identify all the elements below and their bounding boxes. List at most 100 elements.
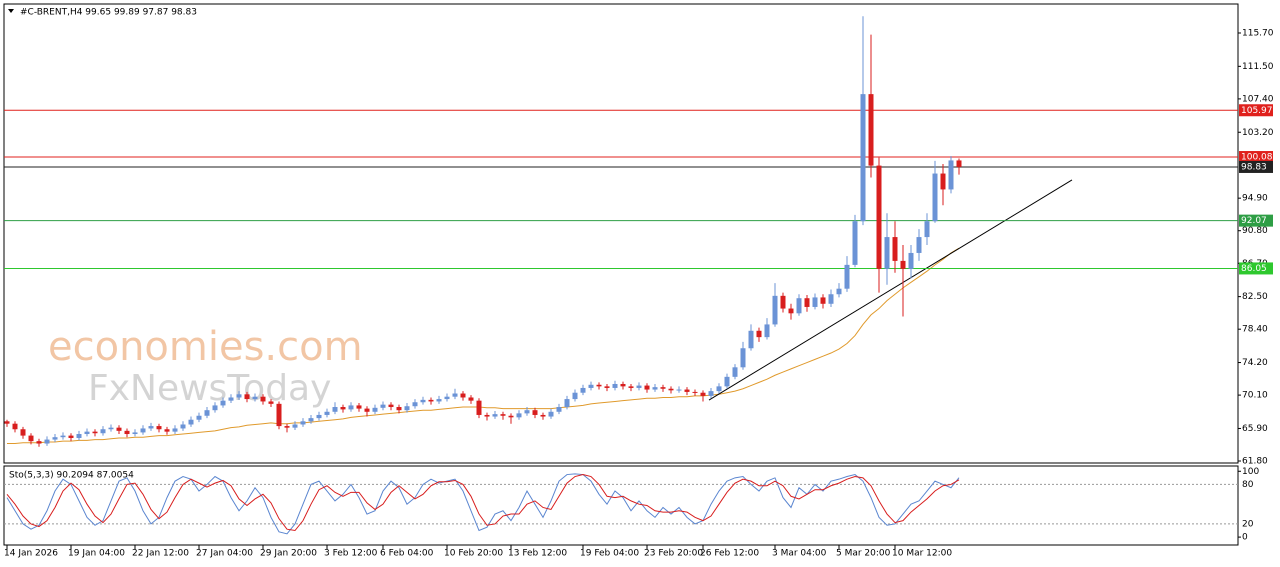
trendline bbox=[708, 179, 1073, 401]
watermark: economies.com bbox=[48, 324, 363, 370]
candle-body bbox=[268, 401, 274, 404]
level-label: 86.05 bbox=[1241, 264, 1267, 274]
candle-body bbox=[396, 407, 402, 411]
y-tick-label: 70.10 bbox=[1242, 391, 1268, 401]
y-tick-label: 103.20 bbox=[1242, 128, 1274, 138]
menu-arrow[interactable] bbox=[8, 9, 14, 13]
candle-body bbox=[572, 392, 578, 400]
x-tick-label: 3 Feb 12:00 bbox=[324, 549, 378, 559]
candle-body bbox=[300, 421, 306, 425]
y-tick-label: 65.90 bbox=[1242, 424, 1268, 434]
y-tick-label: 82.50 bbox=[1242, 292, 1268, 302]
candle-body bbox=[68, 435, 74, 438]
candle-body bbox=[108, 427, 114, 430]
candle-body bbox=[316, 414, 322, 419]
candle-body bbox=[708, 391, 714, 396]
y-tick-label: 74.20 bbox=[1242, 358, 1268, 368]
candle-body bbox=[28, 435, 34, 442]
candle-body bbox=[36, 441, 42, 444]
candle-body bbox=[652, 387, 658, 390]
candle-body bbox=[556, 407, 562, 412]
candle-body bbox=[468, 397, 474, 401]
sub-y-tick-label: 80 bbox=[1242, 480, 1254, 490]
candle-body bbox=[172, 428, 178, 432]
candle-body bbox=[628, 386, 634, 388]
candle-body bbox=[940, 173, 946, 190]
sub-y-tick-label: 20 bbox=[1242, 519, 1254, 529]
candle-body bbox=[92, 431, 98, 434]
main-frame bbox=[3, 3, 1239, 464]
candle-body bbox=[700, 392, 706, 396]
candle-body bbox=[676, 389, 682, 391]
candle-body bbox=[372, 407, 378, 412]
candle-body bbox=[884, 237, 890, 269]
candle-body bbox=[860, 94, 866, 222]
x-tick-label: 29 Jan 20:00 bbox=[260, 549, 317, 559]
candle-body bbox=[508, 415, 514, 418]
candle-body bbox=[892, 237, 898, 261]
y-tick-label: 94.90 bbox=[1242, 194, 1268, 204]
x-tick-label: 6 Feb 04:00 bbox=[380, 549, 434, 559]
candle-body bbox=[668, 388, 674, 391]
candle-body bbox=[452, 393, 458, 397]
x-tick-label: 10 Mar 12:00 bbox=[892, 549, 952, 559]
sub-y-tick-label: 100 bbox=[1242, 467, 1259, 477]
candle-body bbox=[388, 404, 394, 408]
candle-body bbox=[612, 383, 618, 388]
candle-body bbox=[4, 421, 10, 424]
candle-body bbox=[380, 404, 386, 408]
candle-body bbox=[364, 408, 370, 412]
candle-body bbox=[916, 237, 922, 253]
candle-body bbox=[812, 297, 818, 307]
y-tick-label: 111.50 bbox=[1242, 62, 1274, 72]
level-label: 105.97 bbox=[1241, 106, 1273, 116]
candle-body bbox=[596, 384, 602, 387]
candle-body bbox=[684, 389, 690, 392]
candle-body bbox=[284, 426, 290, 428]
candle-body bbox=[244, 394, 250, 400]
indicator-title: Sto(5,3,3) 90.2094 87.0054 bbox=[9, 471, 134, 481]
candle-body bbox=[428, 399, 434, 402]
candle-body bbox=[956, 160, 962, 167]
candle-body bbox=[540, 414, 546, 417]
candle-body bbox=[444, 396, 450, 400]
candle-body bbox=[84, 431, 90, 435]
candle-body bbox=[476, 400, 482, 415]
candle-body bbox=[308, 418, 314, 422]
level-label-box bbox=[1239, 214, 1273, 227]
candle-body bbox=[44, 439, 50, 444]
candle-body bbox=[900, 260, 906, 269]
candle-body bbox=[404, 406, 410, 411]
candle-body bbox=[692, 391, 698, 393]
candle-body bbox=[804, 298, 810, 307]
x-tick-label: 19 Jan 04:00 bbox=[68, 549, 125, 559]
candle-body bbox=[204, 410, 210, 416]
candle-body bbox=[948, 160, 954, 190]
candle-body bbox=[412, 402, 418, 407]
x-tick-label: 19 Feb 04:00 bbox=[580, 549, 639, 559]
level-label: 100.08 bbox=[1241, 153, 1273, 163]
candle-body bbox=[332, 407, 338, 412]
candle-body bbox=[212, 405, 218, 411]
candle-body bbox=[876, 165, 882, 269]
candle-body bbox=[60, 435, 66, 438]
candle-body bbox=[124, 430, 130, 435]
candle-body bbox=[820, 297, 826, 304]
candle-body bbox=[460, 393, 466, 398]
candle-body bbox=[140, 428, 146, 433]
candle-body bbox=[852, 221, 858, 265]
candle-body bbox=[12, 423, 18, 430]
candle-body bbox=[716, 386, 722, 392]
candle-body bbox=[324, 411, 330, 415]
y-tick-label: 107.40 bbox=[1242, 94, 1274, 104]
candle-body bbox=[780, 295, 786, 309]
candle-body bbox=[196, 415, 202, 420]
x-tick-label: 13 Feb 12:00 bbox=[508, 549, 567, 559]
candle-body bbox=[76, 434, 82, 438]
x-tick-label: 23 Feb 20:00 bbox=[644, 549, 703, 559]
candle-body bbox=[100, 429, 106, 434]
x-tick-label: 3 Mar 04:00 bbox=[772, 549, 827, 559]
